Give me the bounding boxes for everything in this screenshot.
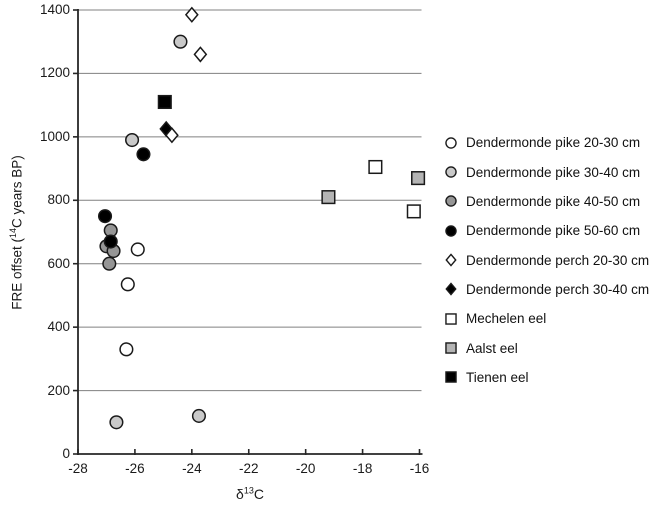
circle-marker <box>136 147 151 162</box>
legend-circle-icon <box>443 223 459 239</box>
square-marker <box>321 190 336 205</box>
legend-diamond-icon <box>443 281 459 297</box>
circle-marker <box>130 242 145 257</box>
y-tick-label: 600 <box>47 255 70 271</box>
circle-marker <box>120 277 135 292</box>
circle-marker <box>445 195 457 208</box>
y-tick-label: 0 <box>62 446 70 461</box>
legend-marker-svg <box>445 166 457 178</box>
x-axis-title-superscript: 13 <box>243 485 254 496</box>
x-tick-label: -16 <box>409 461 430 476</box>
legend-item: Tienen eel <box>443 363 649 392</box>
x-axis-title: δ13C <box>200 486 300 502</box>
legend-label: Dendermonde pike 20-30 cm <box>466 135 641 151</box>
square-marker <box>157 94 172 110</box>
y-axis-title: FRE offset (14C years BP) <box>8 128 25 338</box>
legend-circle-icon <box>443 135 459 151</box>
x-axis-title-text: δ <box>236 486 244 502</box>
x-axis-title-unit: C <box>253 486 264 502</box>
circle-marker <box>125 132 140 148</box>
legend-marker-svg <box>445 342 457 354</box>
legend-marker-svg <box>445 282 457 297</box>
x-tick-label: -18 <box>352 461 373 476</box>
y-tick-label: 200 <box>47 382 70 398</box>
legend-item: Dendermonde pike 30-40 cm <box>443 157 649 186</box>
legend-item: Dendermonde pike 40-50 cm <box>443 187 649 216</box>
y-axis-title-text: FRE offset ( <box>9 238 25 310</box>
legend-label: Dendermonde perch 30-40 cm <box>466 281 650 297</box>
circle-marker <box>119 342 134 357</box>
y-tick-label: 1000 <box>39 128 70 144</box>
legend-item: Aalst eel <box>443 333 649 362</box>
square-marker <box>406 204 421 219</box>
legend-circle-icon <box>443 164 459 180</box>
legend-item: Mechelen eel <box>443 304 649 333</box>
x-tick-label: -20 <box>295 461 316 476</box>
circle-marker <box>173 34 188 49</box>
square-marker <box>368 159 383 175</box>
circle-marker <box>103 234 118 249</box>
diamond-marker <box>184 6 199 23</box>
legend-label: Dendermonde pike 50-60 cm <box>466 223 641 239</box>
legend-marker-svg <box>445 224 457 237</box>
diamond-marker <box>193 46 208 63</box>
legend-square-icon <box>443 340 459 356</box>
circle-marker <box>445 224 457 237</box>
legend-circle-icon <box>443 193 459 209</box>
circle-marker <box>191 408 206 423</box>
legend-marker-svg <box>445 136 457 149</box>
diamond-marker <box>445 253 457 267</box>
square-marker <box>445 371 457 384</box>
diamond-marker <box>445 282 457 297</box>
legend-item: Dendermonde pike 50-60 cm <box>443 216 649 245</box>
x-tick-label: -26 <box>125 461 145 476</box>
legend-diamond-icon <box>443 252 459 268</box>
legend-label: Dendermonde perch 20-30 cm <box>466 252 650 268</box>
diamond-marker <box>165 127 179 144</box>
y-tick-label: 800 <box>47 192 70 208</box>
y-tick-label: 1200 <box>39 65 70 81</box>
y-tick-label: 1400 <box>39 2 70 17</box>
square-marker <box>445 342 457 354</box>
legend: Dendermonde pike 20-30 cm Dendermonde pik… <box>443 128 649 392</box>
legend-marker-svg <box>445 195 457 208</box>
legend-label: Tienen eel <box>466 369 529 385</box>
circle-marker <box>445 166 457 178</box>
y-axis-title-unit: C years BP) <box>9 155 25 228</box>
circle-marker <box>445 136 457 149</box>
circle-marker <box>102 256 117 271</box>
square-marker <box>445 312 457 325</box>
legend-marker-svg <box>445 371 457 384</box>
legend-label: Dendermonde pike 30-40 cm <box>466 164 641 180</box>
legend-item: Dendermonde perch 20-30 cm <box>443 245 649 274</box>
y-axis-title-superscript: 14 <box>8 228 18 239</box>
x-tick-label: -28 <box>68 461 88 476</box>
legend-label: Dendermonde pike 40-50 cm <box>466 193 641 209</box>
circle-marker <box>97 209 113 224</box>
legend-label: Aalst eel <box>466 340 518 356</box>
legend-item: Dendermonde pike 20-30 cm <box>443 128 649 157</box>
legend-item: Dendermonde perch 30-40 cm <box>443 275 649 304</box>
square-marker <box>411 171 426 186</box>
legend-marker-svg <box>445 253 457 267</box>
legend-square-icon <box>443 311 459 327</box>
x-tick-label: -22 <box>238 461 259 476</box>
legend-marker-svg <box>445 312 457 325</box>
circle-marker <box>109 415 124 430</box>
legend-square-icon <box>443 369 459 385</box>
legend-label: Mechelen eel <box>466 311 547 327</box>
y-tick-label: 400 <box>47 319 70 335</box>
x-tick-label: -24 <box>182 461 202 476</box>
